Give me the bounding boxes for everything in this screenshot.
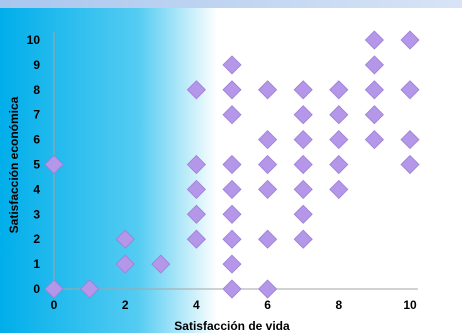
x-tick-label: 0: [51, 298, 58, 312]
data-point: [258, 279, 278, 299]
data-point: [329, 179, 349, 199]
data-point: [400, 154, 420, 175]
y-tick-label: 7: [33, 108, 40, 122]
data-point: [115, 254, 135, 274]
data-point: [293, 179, 313, 199]
data-point: [222, 80, 242, 100]
data-point: [364, 105, 384, 125]
data-point: [186, 154, 206, 175]
data-point: [186, 229, 206, 249]
y-tick-label: 3: [33, 207, 40, 221]
data-point: [400, 30, 420, 50]
y-tick-label: 2: [33, 232, 40, 246]
data-point: [222, 254, 242, 274]
x-tick-label: 6: [264, 298, 271, 312]
data-point: [293, 80, 313, 100]
y-tick-label: 6: [33, 133, 40, 147]
y-tick-label: 1: [33, 257, 40, 271]
data-point: [222, 55, 242, 75]
data-point: [400, 80, 420, 100]
data-point: [186, 179, 206, 199]
data-point: [258, 154, 278, 175]
data-point: [80, 279, 100, 299]
data-point: [258, 80, 278, 100]
data-point: [258, 229, 278, 249]
data-point: [151, 254, 171, 274]
data-points: [44, 30, 420, 299]
y-tick-label: 10: [27, 33, 41, 47]
data-point: [329, 105, 349, 125]
y-tick-label: 0: [33, 282, 40, 296]
data-point: [293, 229, 313, 249]
x-tick-label: 10: [403, 298, 417, 312]
top-band: [0, 0, 462, 8]
data-point: [400, 130, 420, 150]
data-point: [258, 179, 278, 199]
y-tick-label: 4: [33, 182, 40, 196]
data-point: [364, 30, 384, 50]
y-tick-label: 8: [33, 83, 40, 97]
data-point: [222, 179, 242, 199]
x-tick-label: 4: [193, 298, 200, 312]
tick-labels: 0 2 4 6 8 10 0 1 2 3 4 5 6 7 8 9 10: [27, 33, 417, 312]
y-tick-label: 5: [33, 158, 40, 172]
data-point: [44, 279, 64, 299]
data-point: [222, 105, 242, 125]
data-point: [44, 154, 64, 175]
data-point: [186, 80, 206, 100]
y-tick-label: 9: [33, 58, 40, 72]
data-point: [222, 229, 242, 249]
data-point: [293, 105, 313, 125]
data-point: [329, 130, 349, 150]
x-axis-title: Satisfacción de vida: [174, 319, 290, 333]
x-tick-label: 8: [335, 298, 342, 312]
x-tick-label: 2: [122, 298, 129, 312]
data-point: [364, 130, 384, 150]
data-point: [222, 154, 242, 175]
data-point: [258, 130, 278, 150]
y-axis-title: Satisfacción económica: [7, 96, 21, 233]
data-point: [293, 154, 313, 175]
data-point: [222, 204, 242, 224]
data-point: [329, 154, 349, 175]
data-point: [329, 80, 349, 100]
data-point: [293, 130, 313, 150]
data-point: [293, 204, 313, 224]
data-point: [186, 204, 206, 224]
data-point: [222, 279, 242, 299]
data-point: [115, 229, 135, 249]
data-point: [364, 55, 384, 75]
data-point: [364, 80, 384, 100]
